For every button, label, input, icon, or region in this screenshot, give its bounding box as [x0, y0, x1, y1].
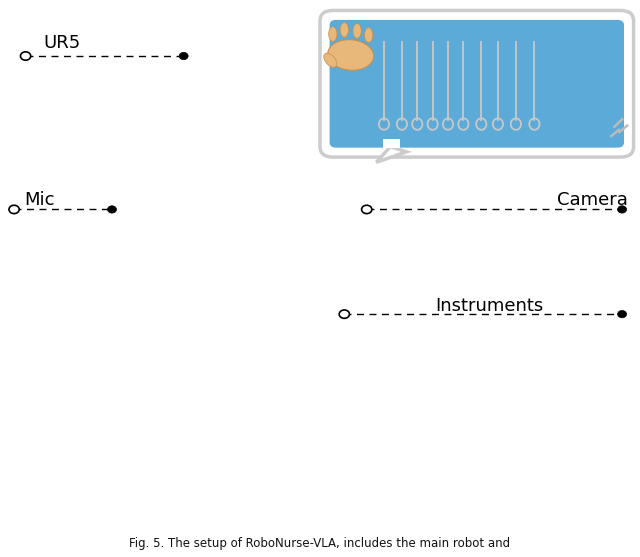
- Circle shape: [9, 205, 19, 214]
- Ellipse shape: [324, 53, 337, 67]
- Text: Instruments: Instruments: [435, 297, 543, 315]
- Polygon shape: [383, 139, 400, 148]
- FancyBboxPatch shape: [320, 11, 634, 157]
- Polygon shape: [376, 146, 406, 162]
- Circle shape: [339, 310, 349, 319]
- Circle shape: [618, 310, 627, 318]
- Text: Fig. 5. The setup of RoboNurse-VLA, includes the main robot and: Fig. 5. The setup of RoboNurse-VLA, incl…: [129, 538, 511, 550]
- Circle shape: [362, 205, 372, 214]
- Circle shape: [618, 206, 627, 213]
- Ellipse shape: [365, 28, 373, 42]
- Ellipse shape: [329, 27, 337, 41]
- FancyBboxPatch shape: [330, 20, 624, 148]
- Ellipse shape: [328, 40, 374, 70]
- Text: Camera: Camera: [557, 191, 628, 209]
- Circle shape: [108, 206, 116, 213]
- Circle shape: [179, 52, 188, 60]
- Text: Mic: Mic: [24, 191, 55, 209]
- Ellipse shape: [340, 22, 349, 37]
- Ellipse shape: [353, 23, 362, 38]
- Text: UR5: UR5: [44, 34, 81, 52]
- Circle shape: [20, 52, 31, 60]
